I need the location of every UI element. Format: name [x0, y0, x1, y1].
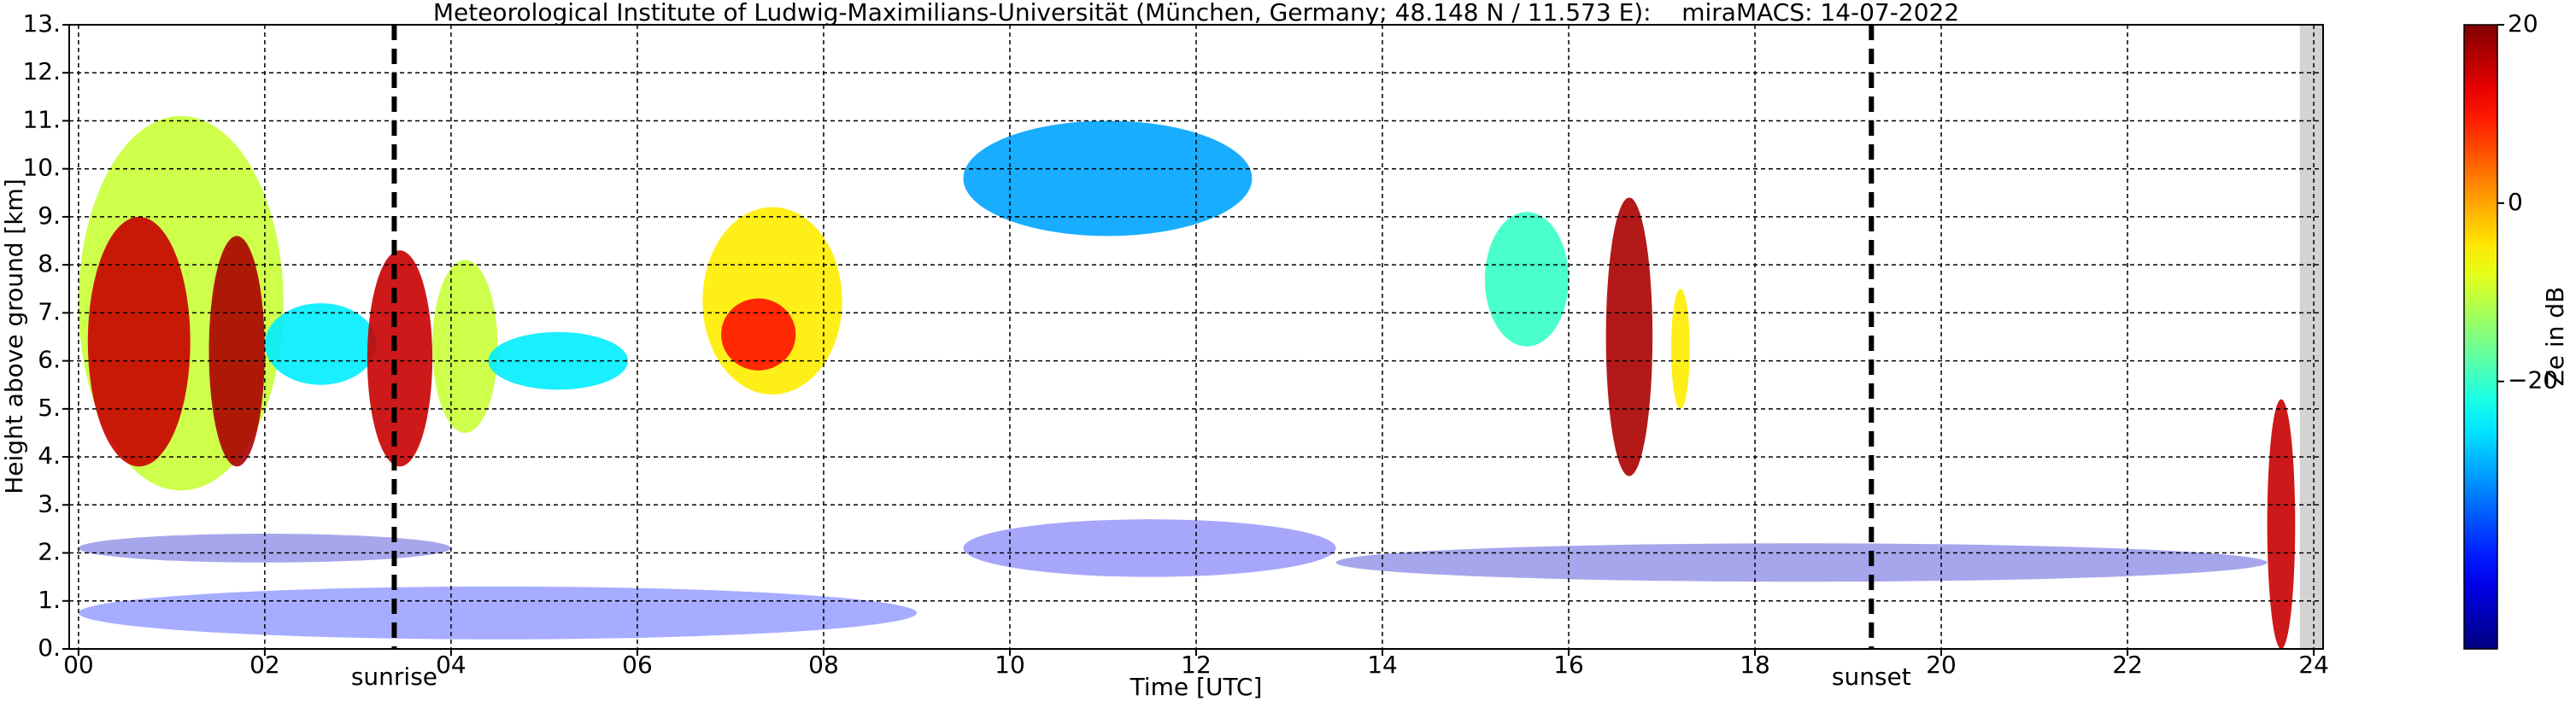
- y-tick-label: 5.: [38, 394, 61, 422]
- radar-echo: [432, 260, 498, 433]
- colorbar: [2463, 24, 2498, 650]
- y-tick-label: 9.: [38, 202, 61, 230]
- plot-frame: [68, 24, 2324, 650]
- radar-echo: [78, 586, 917, 640]
- x-tick-label: 04: [436, 651, 466, 679]
- colorbar-label: Ze in dB: [2541, 287, 2569, 387]
- radar-echo: [1670, 289, 1690, 409]
- x-tick-label: 14: [1367, 651, 1398, 679]
- y-tick-label: 13.: [22, 9, 61, 38]
- sun-label: sunset: [1832, 663, 1911, 691]
- colorbar-tick-label: 0: [2508, 188, 2523, 216]
- x-tick-label: 16: [1553, 651, 1584, 679]
- y-tick-label: 1.: [38, 586, 61, 614]
- x-tick-label: 18: [1740, 651, 1770, 679]
- radar-echo: [2267, 399, 2296, 649]
- radar-echo: [963, 120, 1253, 237]
- y-tick-label: 11.: [22, 105, 61, 133]
- sun-label: sunrise: [351, 663, 437, 691]
- x-tick-label: 02: [249, 651, 280, 679]
- colorbar-tick-label: 20: [2508, 9, 2538, 38]
- radar-echo: [1484, 212, 1570, 347]
- radar-echo: [264, 303, 377, 385]
- y-tick-label: 12.: [22, 57, 61, 85]
- y-tick-label: 10.: [22, 154, 61, 182]
- y-tick-label: 0.: [38, 634, 61, 662]
- radar-echo: [208, 236, 265, 467]
- x-tick-label: 08: [808, 651, 839, 679]
- y-tick-label: 3.: [38, 489, 61, 517]
- radar-echo: [1605, 197, 1653, 476]
- x-tick-label: 22: [2112, 651, 2143, 679]
- radar-echo: [367, 250, 433, 467]
- radar-echo: [963, 519, 1336, 577]
- colorbar-tick-label: −20: [2508, 366, 2558, 394]
- x-axis-label: Time [UTC]: [1130, 673, 1263, 701]
- y-axis-label: Height above ground [km]: [0, 178, 28, 494]
- y-tick-label: 8.: [38, 249, 61, 278]
- x-tick-label: 10: [995, 651, 1025, 679]
- chart-title: Meteorological Institute of Ludwig-Maxim…: [433, 0, 1959, 26]
- x-tick-label: 00: [63, 651, 94, 679]
- y-tick-label: 6.: [38, 346, 61, 374]
- y-tick-label: 2.: [38, 538, 61, 566]
- radar-echo: [488, 331, 629, 390]
- x-tick-label: 24: [2298, 651, 2329, 679]
- y-tick-label: 7.: [38, 297, 61, 325]
- radar-echo: [87, 216, 191, 467]
- x-tick-label: 12: [1181, 651, 1212, 679]
- y-tick-label: 4.: [38, 441, 61, 470]
- x-tick-label: 06: [622, 651, 653, 679]
- radar-echo: [721, 298, 796, 371]
- no-data-region: [2299, 25, 2323, 649]
- x-tick-label: 20: [1926, 651, 1957, 679]
